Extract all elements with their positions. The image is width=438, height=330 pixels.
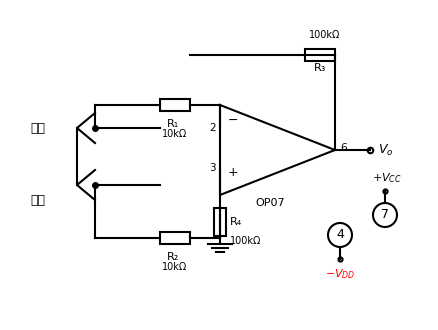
Text: $V_o$: $V_o$ (378, 143, 393, 157)
Text: 4: 4 (336, 228, 344, 242)
Text: $-V_{DD}$: $-V_{DD}$ (325, 267, 355, 281)
Text: 参考: 参考 (30, 193, 45, 207)
Bar (160, 232, 190, 244)
Text: R₄: R₄ (230, 217, 242, 227)
Text: 10kΩ: 10kΩ (162, 129, 187, 139)
Bar (160, 99, 190, 111)
Text: 2: 2 (209, 123, 216, 133)
Text: −: − (228, 114, 239, 126)
Text: +: + (228, 166, 239, 179)
Text: $+V_{CC}$: $+V_{CC}$ (372, 171, 402, 185)
Text: 3: 3 (209, 163, 216, 173)
Text: R₁: R₁ (167, 119, 179, 129)
Text: 6: 6 (340, 143, 346, 153)
Bar (305, 49, 335, 61)
Bar (214, 208, 226, 236)
Text: 10kΩ: 10kΩ (162, 262, 187, 272)
Text: OP07: OP07 (255, 198, 285, 208)
Text: 100kΩ: 100kΩ (230, 236, 261, 246)
Text: 100kΩ: 100kΩ (309, 30, 341, 40)
Text: R₃: R₃ (314, 63, 326, 73)
Text: 7: 7 (381, 209, 389, 221)
Text: 测温: 测温 (30, 121, 45, 135)
Text: R₂: R₂ (167, 252, 179, 262)
